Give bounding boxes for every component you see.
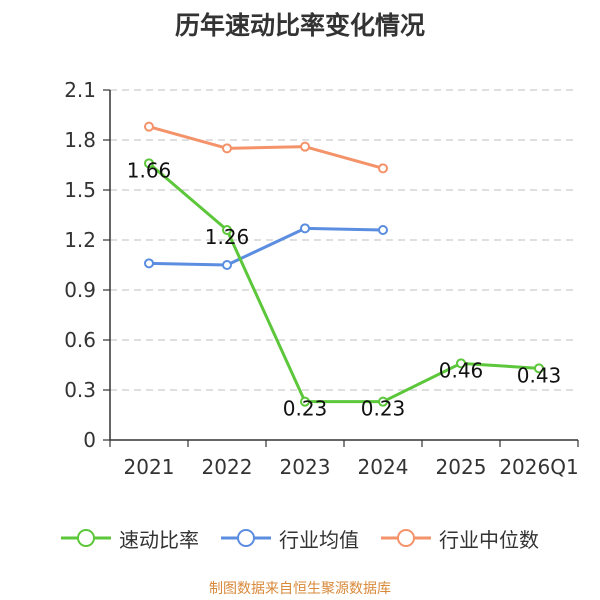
- series-line-1: [148, 226, 384, 267]
- source-note: 制图数据来自恒生聚源数据库: [209, 581, 391, 597]
- data-label: 1.26: [205, 225, 250, 249]
- data-label: 0.23: [361, 397, 406, 421]
- series-point-1: [144, 258, 154, 269]
- series-point-2: [378, 163, 388, 174]
- x-tick-label: 2023: [280, 455, 331, 479]
- legend-label: 行业中位数: [439, 527, 539, 552]
- y-tick-label: 0.6: [64, 328, 96, 352]
- legend-label: 速动比率: [119, 527, 199, 552]
- legend: 速动比率 行业均值 行业中位数: [0, 522, 600, 554]
- series-point-0: [534, 363, 544, 374]
- series-point-1: [222, 260, 232, 270]
- x-tick-label: 2024: [358, 455, 409, 479]
- series-point-1: [378, 225, 388, 235]
- y-tick-label: 1.8: [64, 128, 96, 152]
- series-point-0: [378, 396, 388, 407]
- x-tick-label: 2021: [124, 455, 175, 479]
- legend-swatch: [381, 529, 431, 547]
- y-tick-label: 1.2: [64, 228, 96, 252]
- grid-layer: [110, 89, 578, 391]
- series-point-2: [144, 121, 154, 132]
- legend-swatch-marker: [397, 529, 415, 547]
- y-tick-label: 0: [83, 428, 96, 452]
- legend-swatch: [61, 529, 111, 547]
- y-tick-label: 1.5: [64, 178, 96, 202]
- series-line-2: [148, 125, 384, 170]
- legend-label: 行业均值: [279, 527, 359, 552]
- series-point-0: [144, 158, 154, 169]
- y-tick-label: 0.9: [64, 278, 96, 302]
- data-label: 0.23: [283, 397, 328, 421]
- series-point-2: [222, 143, 232, 154]
- axis-layer: 0 0.3 0.6 0.9 1.2 1.5 1.8 2.1 2021 2022 2023 2024 20…: [64, 78, 579, 479]
- series-line-0: [148, 162, 540, 404]
- legend-swatch: [221, 529, 271, 547]
- data-label-layer: 1.66 1.26 0.23 0.23 0.46 0.43: [127, 158, 562, 420]
- series-point-0: [456, 358, 466, 369]
- x-tick-label: 2026Q1: [499, 455, 578, 479]
- x-tick-label: 2025: [436, 455, 487, 479]
- line-chart: 0 0.3 0.6 0.9 1.2 1.5 1.8 2.1 2021 2022 2023 2024 20…: [64, 78, 579, 479]
- data-label: 1.66: [127, 158, 172, 182]
- data-label: 0.46: [439, 358, 484, 382]
- x-tick-label: 2022: [202, 455, 253, 479]
- y-tick-label: 2.1: [64, 78, 96, 102]
- legend-item[interactable]: 速动比率: [61, 524, 199, 553]
- chart-title: 历年速动比率变化情况: [174, 11, 425, 40]
- y-tick-label: 0.3: [64, 378, 96, 402]
- series-point-0: [222, 225, 232, 235]
- series-point-2: [300, 141, 310, 152]
- series-layer: [144, 121, 544, 407]
- legend-swatch-marker: [237, 529, 255, 547]
- data-label: 0.43: [517, 363, 562, 387]
- legend-item[interactable]: 行业均值: [221, 524, 359, 553]
- legend-swatch-marker: [77, 529, 95, 547]
- series-point-1: [300, 223, 310, 234]
- legend-item[interactable]: 行业中位数: [381, 524, 539, 553]
- series-point-0: [300, 396, 310, 407]
